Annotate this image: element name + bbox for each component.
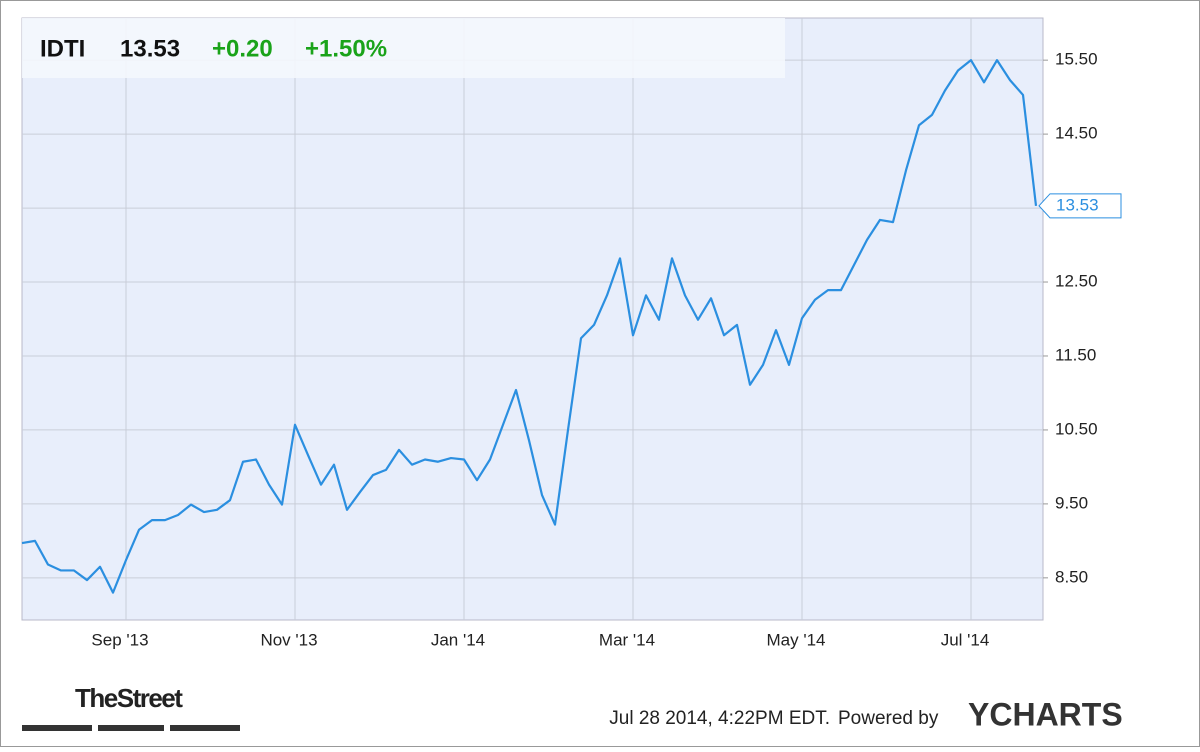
y-tick-label: 14.50 bbox=[1055, 124, 1098, 143]
change: +0.20 bbox=[212, 35, 273, 62]
logo-bar bbox=[22, 725, 92, 731]
plot-area bbox=[21, 17, 1044, 621]
y-tick-label: 12.50 bbox=[1055, 272, 1098, 291]
y-tick-label: 15.50 bbox=[1055, 50, 1098, 69]
y-tick-label: 9.50 bbox=[1055, 493, 1088, 512]
price-line bbox=[21, 59, 1038, 594]
logo-bar bbox=[98, 725, 164, 731]
x-tick-label: Sep '13 bbox=[91, 630, 148, 649]
y-tick-label: 10.50 bbox=[1055, 419, 1098, 438]
x-tick-label: Jul '14 bbox=[941, 630, 990, 649]
y-tick-label: 11.50 bbox=[1055, 345, 1096, 364]
header-box bbox=[22, 18, 785, 78]
powered-by: Powered by bbox=[838, 708, 939, 729]
last-value-callout bbox=[1038, 193, 1122, 219]
change-pct: +1.50% bbox=[305, 35, 387, 62]
provider-logo: YCHARTS bbox=[968, 696, 1123, 732]
x-tick-label: Nov '13 bbox=[260, 630, 317, 649]
logo-bar bbox=[170, 725, 240, 731]
price: 13.53 bbox=[120, 35, 180, 62]
x-tick-label: Mar '14 bbox=[599, 630, 655, 649]
x-tick-label: May '14 bbox=[767, 630, 826, 649]
timestamp: Jul 28 2014, 4:22PM EDT. bbox=[609, 708, 830, 729]
last-value-label: 13.53 bbox=[1056, 195, 1099, 214]
y-tick-label: 8.50 bbox=[1055, 567, 1088, 586]
grid bbox=[22, 18, 1043, 620]
source-logo: TheStreet bbox=[75, 683, 183, 713]
x-tick-label: Jan '14 bbox=[431, 630, 485, 649]
ticker: IDTI bbox=[40, 35, 85, 62]
